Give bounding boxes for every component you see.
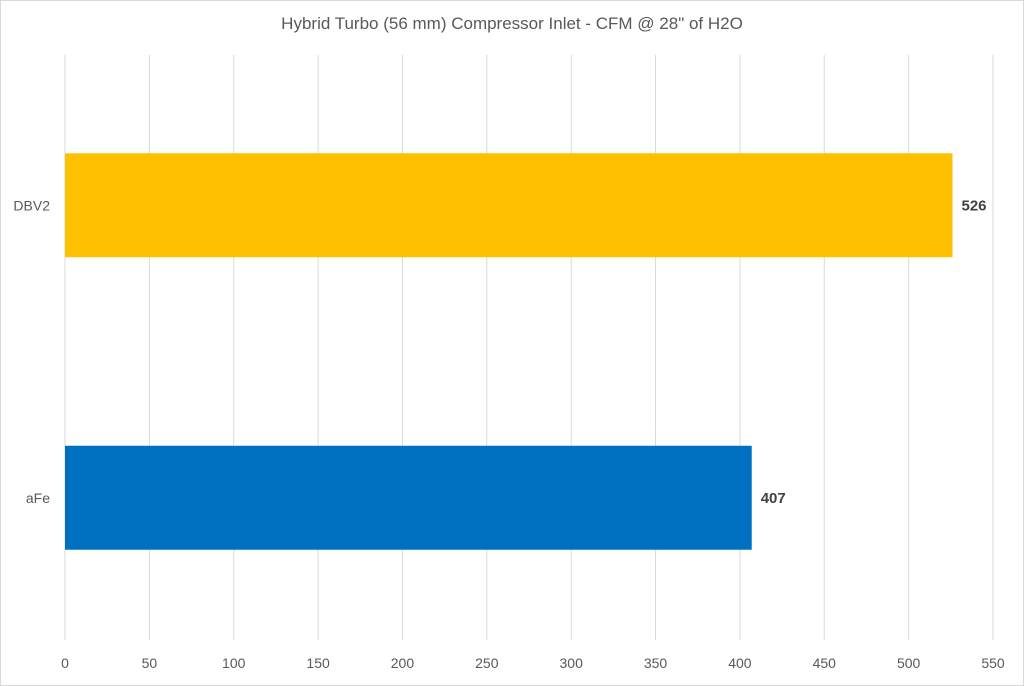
x-tick-label-500: 500 [897,655,921,671]
data-label-afe: 407 [761,490,786,507]
x-tick-label-250: 250 [475,655,499,671]
x-tick-label-450: 450 [813,655,837,671]
bar-dbv2 [65,153,953,258]
x-tick-label-200: 200 [391,655,415,671]
category-label-dbv2: DBV2 [13,197,50,213]
x-tick-label-0: 0 [61,655,69,671]
category-label-afe: aFe [26,490,50,506]
data-label-dbv2: 526 [962,197,987,214]
x-tick-label-350: 350 [644,655,668,671]
x-tick-label-100: 100 [222,655,246,671]
x-tick-label-150: 150 [306,655,330,671]
x-tick-label-50: 50 [142,655,158,671]
bar-afe [65,445,752,550]
x-tick-label-300: 300 [560,655,584,671]
x-tick-label-400: 400 [728,655,752,671]
chart-title: Hybrid Turbo (56 mm) Compressor Inlet - … [281,14,743,33]
x-tick-label-550: 550 [981,655,1005,671]
